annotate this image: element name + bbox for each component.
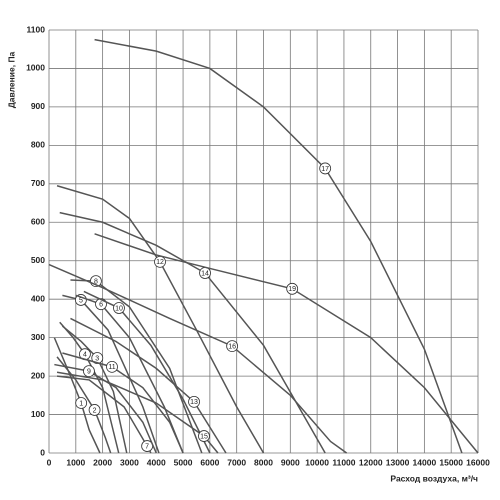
curve bbox=[59, 321, 120, 454]
curve-name: 7 bbox=[145, 443, 149, 450]
x-tick-label: 3000 bbox=[120, 457, 139, 467]
curve-name: 16 bbox=[228, 343, 236, 350]
label-circle bbox=[113, 302, 125, 314]
curve-name: 19 bbox=[288, 286, 296, 293]
x-tick-label: 0 bbox=[47, 457, 52, 467]
curve-name: 8 bbox=[94, 278, 98, 285]
x-tick-label: 8000 bbox=[254, 457, 273, 467]
curve-name: 13 bbox=[190, 399, 198, 406]
y-tick-label: 500 bbox=[31, 255, 45, 265]
curve bbox=[83, 290, 211, 454]
x-tick-label: 13000 bbox=[386, 457, 410, 467]
curve bbox=[94, 233, 479, 454]
label-circle bbox=[319, 162, 332, 175]
x-tick-label: 12000 bbox=[359, 457, 383, 467]
curve-name: 1 bbox=[79, 400, 83, 407]
curve-label: 11 bbox=[106, 360, 118, 373]
x-tick-label: 7000 bbox=[227, 457, 246, 467]
x-tick-label: 2000 bbox=[93, 457, 112, 467]
curve-label: 16 bbox=[226, 340, 239, 352]
x-tick-label: 5000 bbox=[174, 457, 193, 467]
label-circle bbox=[286, 282, 299, 295]
curve-name: 2 bbox=[93, 407, 97, 414]
label-circle bbox=[106, 360, 118, 373]
x-tick-label: 4000 bbox=[147, 457, 166, 467]
curve-label: 2 bbox=[88, 404, 101, 416]
x-tick-label: 1000 bbox=[66, 457, 85, 467]
y-tick-label: 700 bbox=[31, 178, 45, 188]
x-tick-label: 15000 bbox=[439, 457, 463, 467]
label-circle bbox=[88, 404, 101, 416]
curve bbox=[56, 185, 265, 454]
x-tick-label: 6000 bbox=[200, 457, 219, 467]
curve-label: 5 bbox=[75, 294, 87, 306]
y-tick-label: 400 bbox=[31, 293, 45, 303]
y-tick-label: 100 bbox=[31, 409, 45, 419]
y-tick-label: 0 bbox=[40, 447, 45, 457]
curve bbox=[62, 352, 184, 454]
curve-label: 9 bbox=[83, 365, 95, 377]
curve-label: 19 bbox=[286, 282, 299, 295]
curve-label: 1 bbox=[75, 397, 88, 409]
label-circle bbox=[75, 397, 88, 409]
y-tick-label: 800 bbox=[31, 140, 45, 150]
label-circle bbox=[198, 430, 210, 442]
curve-name: 12 bbox=[156, 259, 164, 266]
y-tick-label: 200 bbox=[31, 370, 45, 380]
x-tick-label: 9000 bbox=[281, 457, 300, 467]
curve bbox=[56, 371, 219, 454]
curve bbox=[75, 294, 184, 454]
x-axis-label: Расход воздуха, м³/ч bbox=[390, 473, 478, 483]
curve bbox=[62, 294, 160, 454]
y-tick-label: 300 bbox=[31, 332, 45, 342]
x-tick-label: 11000 bbox=[332, 457, 355, 467]
y-tick-label: 1100 bbox=[27, 24, 46, 34]
curve-name: 6 bbox=[99, 302, 103, 309]
curve-name: 5 bbox=[79, 297, 83, 304]
x-tick-label: 10000 bbox=[305, 457, 329, 467]
label-circle bbox=[75, 294, 87, 306]
label-circle bbox=[188, 395, 200, 408]
y-tick-label: 900 bbox=[31, 101, 45, 111]
curve bbox=[59, 211, 326, 454]
y-tick-label: 1000 bbox=[26, 63, 45, 73]
curve-name: 10 bbox=[115, 305, 123, 312]
curve-name: 4 bbox=[83, 352, 87, 359]
curve-name: 9 bbox=[87, 368, 91, 375]
curve-label: 10 bbox=[113, 302, 125, 314]
curve-label: 12 bbox=[154, 255, 166, 268]
curve bbox=[54, 363, 157, 454]
label-circle bbox=[226, 340, 239, 352]
curve-label: 13 bbox=[188, 395, 200, 408]
label-circle bbox=[83, 365, 95, 377]
curve-label: 15 bbox=[198, 430, 210, 442]
x-tick-label: 14000 bbox=[413, 457, 437, 467]
curve-name: 15 bbox=[200, 433, 208, 440]
curve-name: 11 bbox=[108, 364, 115, 371]
x-tick-label: 16000 bbox=[466, 457, 490, 467]
curve-name: 14 bbox=[201, 270, 209, 277]
curve-label: 4 bbox=[79, 348, 91, 361]
curve bbox=[94, 38, 463, 454]
y-tick-label: 600 bbox=[31, 217, 45, 227]
curve-label: 14 bbox=[199, 267, 211, 279]
curve-name: 17 bbox=[321, 166, 329, 173]
curve-name: 3 bbox=[95, 355, 99, 362]
curve-label: 17 bbox=[319, 162, 332, 175]
y-axis-label: Давление, Па bbox=[6, 51, 16, 108]
curve bbox=[70, 317, 227, 454]
